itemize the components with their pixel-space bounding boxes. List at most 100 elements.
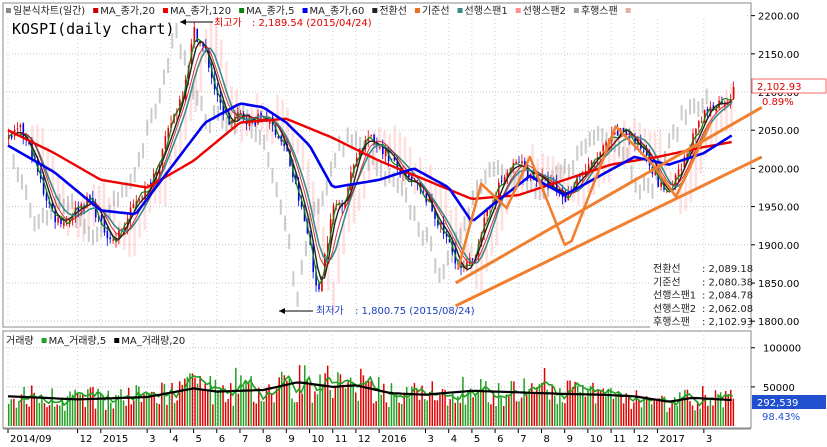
- candle-body: [45, 193, 48, 201]
- lagging-mark: [459, 228, 462, 244]
- cloud-band: [638, 122, 642, 152]
- volume-bar: [138, 386, 140, 426]
- lagging-mark: [117, 192, 120, 208]
- lagging-mark: [618, 140, 621, 157]
- volume-bar: [592, 382, 594, 426]
- volume-bar: [301, 393, 303, 426]
- volume-bar: [633, 402, 635, 426]
- candle-body: [57, 217, 59, 223]
- cloud-band: [46, 146, 50, 180]
- time-tick-label: 3: [706, 434, 712, 445]
- volume-bar: [439, 394, 441, 426]
- time-tick-label: 11: [613, 434, 626, 445]
- lagging-mark: [701, 98, 704, 114]
- volume-bar: [127, 387, 130, 426]
- candle-body: [147, 184, 149, 186]
- cloud-band: [189, 92, 192, 122]
- lagging-mark: [697, 101, 700, 117]
- lagging-mark: [455, 232, 458, 248]
- volume-bar: [561, 402, 564, 426]
- volume-bar: [354, 392, 357, 426]
- volume-bar: [59, 405, 61, 426]
- volume-bar: [291, 398, 293, 426]
- time-tick-label: 12: [636, 434, 649, 445]
- candle-body: [315, 271, 317, 286]
- volume-bar: [620, 393, 622, 426]
- indicator-value: : 2,102.93: [702, 317, 753, 328]
- volume-ma20-line: [7, 381, 732, 403]
- cloud-band: [709, 116, 713, 148]
- time-axis: 2014/09 12 2015 3 4 5 6 7 8 9 10 11 12 2016 3 4 5 6 7 8 9 10 1…: [3, 428, 751, 445]
- volume-bar: [260, 400, 263, 426]
- volume-legend: 거래량 MA_거래량,5 MA_거래량,20: [6, 335, 185, 347]
- lagging-mark: [54, 195, 57, 212]
- cloud-band: [332, 281, 335, 313]
- lagging-mark: [183, 50, 186, 66]
- cloud-band: [322, 226, 325, 265]
- current-volume-value: 292,539: [757, 398, 798, 409]
- volume-bar: [314, 391, 316, 426]
- volume-bar: [362, 375, 365, 426]
- candle-body: [384, 149, 387, 157]
- candle-body: [138, 198, 141, 201]
- lagging-mark: [96, 226, 99, 243]
- volume-bar: [395, 393, 398, 426]
- time-tick-label: 12: [80, 434, 93, 445]
- lagging-mark: [409, 204, 412, 221]
- price-tick-label: 1800.00: [758, 317, 799, 328]
- legend-label: 일본식차트(일간): [13, 5, 85, 17]
- volume-bar: [467, 391, 469, 426]
- lagging-mark: [121, 182, 124, 198]
- volume-bar: [13, 398, 15, 426]
- volume-bar: [150, 391, 153, 426]
- candle-body: [590, 161, 593, 166]
- volume-bar: [258, 387, 260, 426]
- cloud-band: [485, 246, 488, 272]
- volume-bar: [691, 405, 694, 426]
- lagging-mark: [71, 193, 74, 209]
- cloud-band: [398, 131, 402, 177]
- indicator-label: 후행스팬: [653, 316, 690, 328]
- volume-bar: [671, 400, 673, 426]
- lagging-mark: [288, 233, 291, 250]
- cloud-band: [434, 180, 437, 212]
- lagging-mark: [488, 162, 491, 178]
- candle-body: [445, 233, 448, 237]
- candle-body: [80, 203, 83, 209]
- cloud-band: [77, 203, 80, 238]
- price-tick-label: 2100.00: [758, 88, 799, 99]
- lagging-mark: [258, 129, 261, 145]
- volume-bar: [94, 408, 97, 426]
- volume-bar: [615, 394, 617, 426]
- volume-bar: [158, 404, 161, 426]
- cloud-band: [133, 213, 136, 257]
- volume-bar: [650, 404, 653, 426]
- volume-bar: [311, 402, 314, 426]
- volume-bar: [222, 385, 224, 426]
- candle-body: [431, 200, 433, 212]
- candle-body: [613, 132, 616, 135]
- cloud-band: [413, 162, 417, 195]
- volume-bar: [403, 392, 405, 426]
- volume-bar: [643, 398, 645, 426]
- candle-body: [677, 169, 680, 178]
- volume-bar: [235, 367, 237, 426]
- candle-body: [622, 127, 625, 131]
- volume-bar: [43, 403, 46, 426]
- legend-swatch: [372, 8, 378, 13]
- volume-bar: [554, 395, 556, 426]
- volume-bar: [173, 402, 176, 426]
- volume-bar: [298, 365, 301, 426]
- lagging-mark: [442, 263, 445, 280]
- volume-bar: [79, 394, 81, 426]
- volume-bar: [676, 405, 678, 426]
- lagging-mark: [425, 227, 428, 243]
- candle-body: [689, 150, 691, 152]
- cloud-band: [255, 93, 259, 129]
- cloud-band: [597, 160, 601, 188]
- candle-body: [660, 181, 662, 187]
- volume-bar: [559, 388, 561, 426]
- lagging-mark: [175, 22, 178, 39]
- volume-bar: [360, 368, 362, 426]
- candle-body: [625, 131, 628, 134]
